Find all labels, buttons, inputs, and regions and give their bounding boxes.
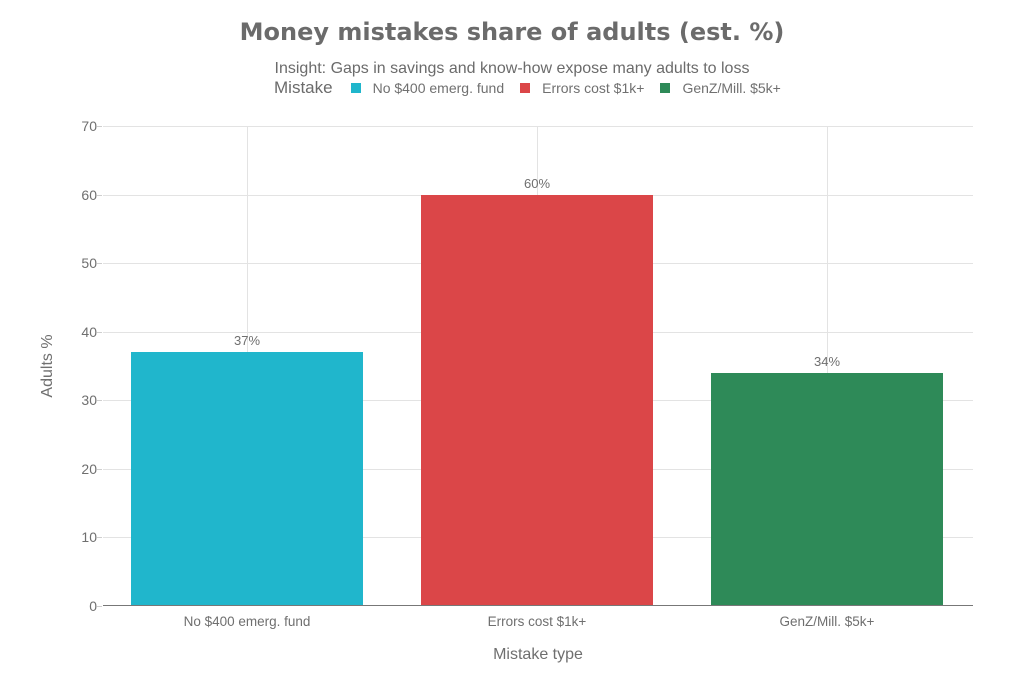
bar-value-label: 34% xyxy=(813,354,841,369)
bar-errors-cost[interactable] xyxy=(421,194,653,606)
y-tick-label: 60 xyxy=(81,186,97,203)
x-axis-line xyxy=(103,605,973,606)
legend-swatch-icon xyxy=(520,83,531,93)
x-axis-title: Mistake type xyxy=(493,646,583,663)
chart-subtitle: Insight: Gaps in savings and know-how ex… xyxy=(274,60,750,77)
y-tick xyxy=(97,126,102,127)
legend-item-no-emergency-fund[interactable]: No $400 emerg. fund xyxy=(350,80,505,96)
legend-title: Mistake xyxy=(274,78,333,97)
y-tick-label: 50 xyxy=(81,255,97,272)
bar-no-emergency-fund[interactable] xyxy=(131,352,363,606)
bar-genz-mill[interactable] xyxy=(711,372,943,606)
bar-value-label: 60% xyxy=(523,176,551,191)
y-tick xyxy=(97,263,102,265)
legend-item-errors-cost[interactable]: Errors cost $1k+ xyxy=(520,80,644,96)
legend-label: No $400 emerg. fund xyxy=(372,80,505,96)
y-tick-label: 20 xyxy=(81,460,97,477)
y-tick-label: 70 xyxy=(81,118,97,134)
y-axis-title: Adults % xyxy=(39,334,56,398)
y-tick xyxy=(97,537,102,539)
gridline xyxy=(827,126,828,606)
chart-title: Money mistakes share of adults (est. %) xyxy=(239,18,785,46)
bar-value-label: 37% xyxy=(233,333,261,348)
gridline xyxy=(103,126,973,127)
y-tick xyxy=(97,194,102,196)
y-tick xyxy=(97,606,102,607)
y-tick-label: 30 xyxy=(81,392,97,409)
legend-item-genz-mill[interactable]: GenZ/Mill. $5k+ xyxy=(660,80,781,96)
x-tick-label: GenZ/Mill. $5k+ xyxy=(779,614,875,629)
x-tick-label: Errors cost $1k+ xyxy=(487,614,587,629)
y-tick-label: 40 xyxy=(81,323,97,340)
x-tick-label: No $400 emerg. fund xyxy=(183,614,311,629)
y-tick-label: 0 xyxy=(89,598,97,614)
y-tick xyxy=(97,400,102,402)
legend-swatch-icon xyxy=(350,83,361,93)
y-tick xyxy=(97,468,102,470)
plot-area: 70 60 50 40 30 20 10 0 37% 60% 34% No $4… xyxy=(81,118,973,629)
legend: Mistake No $400 emerg. fund Errors cost … xyxy=(274,78,797,97)
y-tick xyxy=(97,331,102,333)
legend-label: Errors cost $1k+ xyxy=(542,80,645,96)
legend-swatch-icon xyxy=(660,83,671,93)
y-tick-label: 10 xyxy=(81,529,97,546)
legend-label: GenZ/Mill. $5k+ xyxy=(682,80,781,96)
